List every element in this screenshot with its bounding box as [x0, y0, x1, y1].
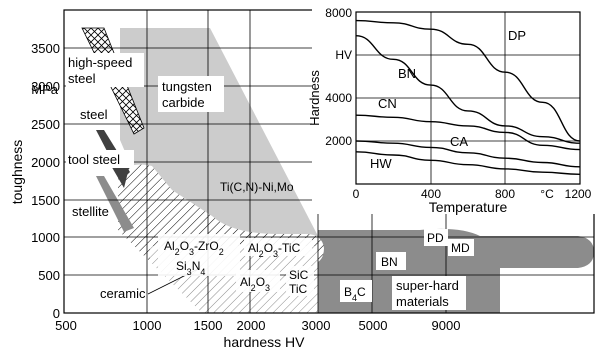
series-label-dp: DP	[508, 28, 526, 43]
inset-y-label: Hardness	[307, 70, 322, 126]
inset-x-tick-labels: 0 400 800 °C 1200	[353, 187, 592, 201]
inset-x-tick: 400	[421, 187, 441, 201]
region-stellite	[96, 176, 134, 232]
y-tick: 2000	[31, 155, 60, 170]
main-x-tick-labels: 500 1000 1500 2000 3000 5000 9000	[55, 318, 460, 333]
series-label-hw: HW	[370, 156, 392, 171]
main-y-unit: MPa	[31, 82, 59, 97]
y-tick: 1500	[31, 193, 60, 208]
inset-x-tick: 800	[495, 187, 515, 201]
main-x-label: hardness HV	[224, 334, 306, 350]
y-tick: 3000	[31, 79, 60, 94]
series-label-bn: BN	[398, 66, 416, 81]
inset-y-tick: 4000	[325, 91, 352, 105]
label-al2o3-zro2: Al2O3-ZrO2	[164, 239, 224, 257]
inset-y-tick: 8000	[325, 6, 352, 20]
inset-y-tick-labels: 8000 HV 4000 2000	[325, 6, 352, 148]
series-label-cn: CN	[378, 96, 397, 111]
label-steel: steel	[80, 107, 108, 122]
inset-series	[355, 19, 581, 175]
inset-y-tick: 2000	[325, 134, 352, 148]
series-line-hw	[355, 151, 581, 175]
material-labels: high-speed steel steel tool steel stelli…	[66, 53, 474, 310]
label-high-speed-steel-1: high-speed	[68, 55, 132, 70]
label-ticn: Ti(C,N)-Ni,Mo	[220, 180, 294, 194]
inset-x-tick: 0	[353, 187, 360, 201]
y-tick: 2500	[31, 117, 60, 132]
label-super-hard-1: super-hard	[396, 278, 459, 293]
x-tick: 3000	[302, 318, 331, 333]
x-tick: 2000	[237, 318, 266, 333]
series-line-ca	[355, 140, 581, 168]
inset-x-tick: 1200	[565, 187, 592, 201]
x-tick: 1000	[133, 318, 162, 333]
label-super-hard-2: materials	[396, 294, 449, 309]
label-bn-main: BN	[381, 255, 398, 269]
inset-chart: DP BN CN CA HW 8000 HV 4000 2000 Hardnes…	[307, 0, 595, 215]
x-tick: 9000	[432, 318, 461, 333]
label-high-speed-steel-2: steel	[68, 71, 96, 86]
label-tic: TiC	[289, 282, 308, 296]
label-ceramic: ceramic	[100, 286, 146, 301]
y-tick: 500	[38, 268, 60, 283]
main-y-label: toughness	[9, 140, 25, 205]
label-si3n4: Si3N4	[176, 259, 205, 277]
y-tick: 0	[53, 306, 60, 321]
label-stellite: stellite	[72, 204, 109, 219]
label-tool-steel: tool steel	[68, 152, 120, 167]
x-tick: 5000	[359, 318, 388, 333]
inset-plot-frame	[355, 11, 581, 185]
label-md: MD	[451, 241, 470, 255]
y-tick: 1000	[31, 230, 60, 245]
x-tick: 500	[55, 318, 77, 333]
inset-x-label: Temperature	[429, 199, 508, 215]
label-sic: SiC	[289, 268, 309, 282]
label-tungsten-2: carbide	[162, 95, 205, 110]
main-y-tick-labels: 0 500 1000 1500 2000 2500 3000 3500	[31, 41, 60, 321]
series-line-bn	[355, 35, 581, 144]
inset-y-tick: HV	[335, 48, 352, 62]
label-b4c: B4C	[344, 285, 366, 303]
series-line-cn	[355, 114, 581, 151]
label-tungsten-1: tungsten	[162, 79, 212, 94]
series-line-dp	[355, 19, 581, 142]
region-tool-steel-2	[110, 164, 130, 188]
inset-x-tick-unit: °C	[540, 187, 554, 201]
y-tick: 3500	[31, 41, 60, 56]
inset-grid	[356, 12, 580, 184]
x-tick: 1500	[194, 318, 223, 333]
label-al2o3: Al2O3	[240, 275, 270, 293]
region-super-hard-materials	[318, 228, 594, 313]
inset-series-labels: DP BN CN CA HW	[370, 28, 526, 171]
series-label-ca: CA	[450, 134, 468, 149]
label-pd: PD	[427, 231, 444, 245]
